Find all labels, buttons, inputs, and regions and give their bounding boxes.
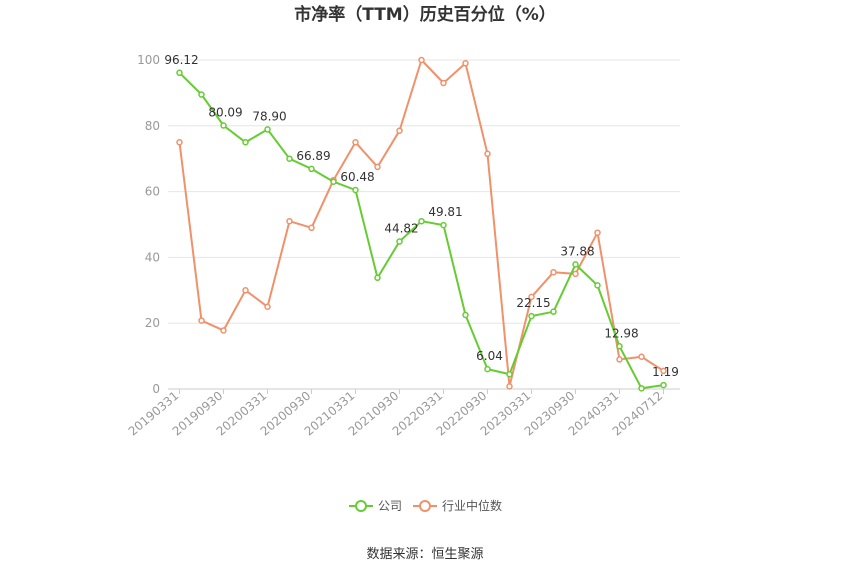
series-1-point-20220930 — [484, 150, 491, 158]
series-0-point-20201231 — [330, 178, 337, 185]
series-1-point-20220630 — [462, 60, 469, 67]
series-1-point-20221231 — [506, 383, 513, 390]
series-1-point-20230930 — [572, 270, 579, 278]
data-labels: 96.12 80.09 78.90 66.89 60.48 44.82 49.81 6.04 2… — [164, 53, 679, 379]
data-label-20200930: 66.89 — [296, 149, 330, 163]
series-1-point-20231231 — [594, 229, 601, 236]
series-0-point-20240331 — [616, 343, 623, 350]
grid — [168, 59, 680, 324]
legend-item-company[interactable]: 公司 — [349, 499, 402, 513]
series-1-point-20190331 — [176, 139, 183, 146]
series-0-point-20200930 — [308, 165, 315, 173]
series-0-point-20220930 — [484, 365, 491, 373]
series-1-point-20240630 — [638, 353, 645, 361]
data-label-20200331: 78.90 — [252, 109, 286, 123]
series-0-point-20210630 — [374, 274, 381, 282]
series-1-point-20230331 — [528, 293, 535, 301]
data-label-20190331: 96.12 — [164, 53, 198, 67]
legend-company-label: 公司 — [378, 499, 402, 513]
series-0-point-20190630 — [198, 91, 205, 98]
series-0-point-20231231 — [594, 282, 601, 289]
series-0-point-20220630 — [462, 311, 469, 319]
series-1-point-20240331 — [616, 356, 623, 363]
data-label-20230331: 22.15 — [516, 296, 550, 310]
series-1-point-20200331 — [264, 303, 271, 310]
chart-title: 市净率（TTM）历史百分位（%） — [294, 4, 556, 25]
y-tick-label-20: 20 — [145, 316, 160, 330]
legend-industry-median-marker — [419, 500, 431, 512]
data-label-20240712: 1.19 — [652, 365, 679, 379]
series-1-point-20200630 — [286, 217, 293, 225]
series-0-point-20190331 — [176, 69, 183, 77]
series-1-point-20240712 — [660, 367, 667, 375]
series-0-point-20230630 — [550, 308, 557, 315]
series-layer — [176, 56, 667, 392]
y-tick-label-80: 80 — [145, 119, 160, 133]
data-label-20210331: 60.48 — [340, 170, 374, 184]
series-1-point-20210331 — [352, 139, 359, 146]
series-0-point-20220331 — [440, 221, 447, 229]
series-1-point-20190630 — [198, 317, 205, 324]
series-0-point-20210930 — [396, 238, 403, 245]
series-1-point-20210930 — [396, 127, 403, 134]
series-1-point-20211231 — [418, 56, 425, 64]
legend-item-industry-median[interactable]: 行业中位数 — [413, 498, 502, 513]
y-tick-label-100: 100 — [137, 53, 160, 67]
y-axis: 0 20 40 60 80 100 — [137, 53, 160, 396]
data-label-20230930: 37.88 — [560, 244, 594, 258]
legend-industry-median-label: 行业中位数 — [442, 498, 502, 513]
data-label-20210930: 44.82 — [384, 222, 418, 236]
y-tick-label-40: 40 — [145, 250, 160, 264]
data-label-20240331: 12.98 — [604, 326, 638, 340]
series-1-point-20190930 — [220, 327, 227, 334]
data-label-20190930: 80.09 — [208, 106, 242, 120]
series-0-point-20221231 — [506, 370, 513, 378]
legend[interactable]: 公司 行业中位数 — [349, 498, 502, 513]
series-0-point-20191231 — [242, 139, 249, 146]
series-0-point-20190930 — [220, 122, 227, 129]
data-label-20220930: 6.04 — [476, 349, 503, 363]
series-1-point-20200930 — [308, 224, 315, 232]
series-0-point-20200630 — [286, 155, 293, 162]
series-0-point-20200331 — [264, 126, 271, 133]
series-0-point-20230930 — [572, 261, 579, 268]
series-0-point-20240712 — [660, 381, 667, 389]
series-0-point-20230331 — [528, 312, 535, 320]
series-1-point-20230630 — [550, 268, 557, 276]
series-0-point-20210331 — [352, 186, 359, 194]
data-source: 数据来源：恒生聚源 — [366, 547, 483, 562]
legend-company-marker — [355, 500, 367, 512]
data-label-20220331: 49.81 — [428, 205, 462, 219]
series-1-point-20210630 — [374, 163, 381, 171]
y-tick-label-60: 60 — [145, 185, 160, 199]
series-1-point-20220331 — [440, 79, 447, 87]
x-axis: 2019033120190930202003312020093020210331… — [126, 388, 680, 439]
y-tick-label-0: 0 — [152, 382, 160, 396]
series-1-point-20191231 — [242, 287, 249, 294]
series-0-point-20240630 — [638, 385, 645, 392]
series-0-point-20211231 — [418, 217, 425, 225]
